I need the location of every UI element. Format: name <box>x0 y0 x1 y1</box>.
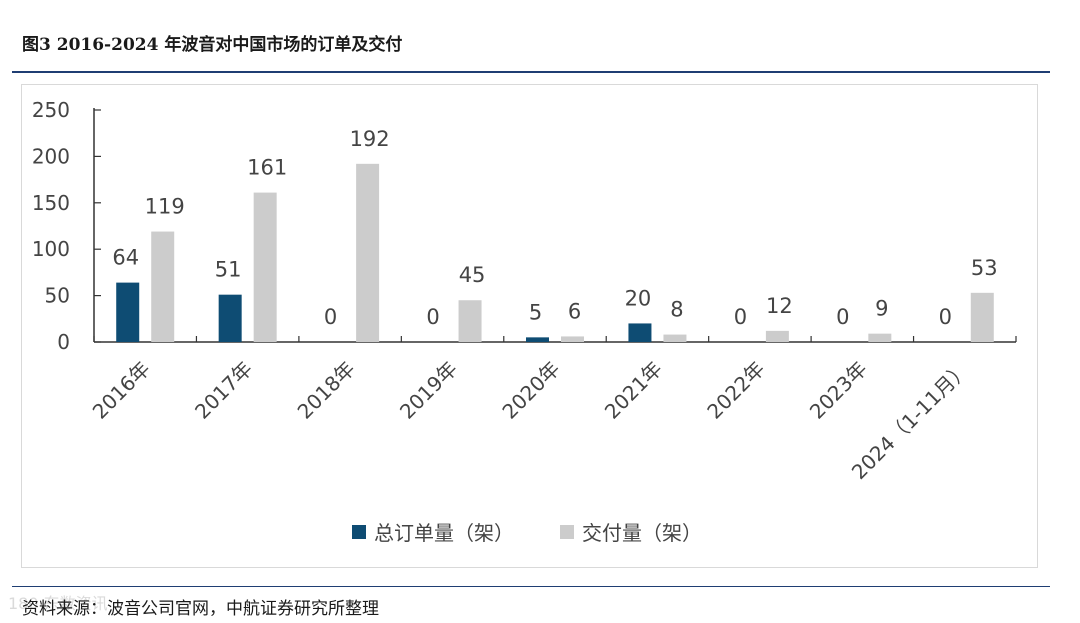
y-tick-label: 150 <box>32 191 70 215</box>
data-label-deliveries: 161 <box>247 156 287 180</box>
data-label-orders: 5 <box>529 300 542 324</box>
data-label-deliveries: 8 <box>670 298 683 322</box>
data-label-orders: 20 <box>625 286 652 310</box>
data-label-deliveries: 53 <box>971 256 998 280</box>
y-tick-label: 0 <box>57 330 70 354</box>
data-label-deliveries: 119 <box>145 195 185 219</box>
bar-orders <box>218 294 242 342</box>
bar-orders <box>116 282 140 342</box>
x-tick-label: 2020年 <box>497 357 564 424</box>
data-label-deliveries: 9 <box>875 297 888 321</box>
bottom-divider <box>12 586 1050 587</box>
source-note: 资料来源：波音公司官网，中航证券研究所整理 <box>22 599 379 619</box>
legend-label: 总订单量（架） <box>374 521 514 545</box>
data-label-orders: 0 <box>324 305 337 329</box>
watermark: 180 东数资讯 <box>8 594 108 613</box>
bar-deliveries <box>356 163 380 342</box>
bar-deliveries <box>253 192 277 342</box>
bar-orders <box>526 337 549 342</box>
bar-deliveries <box>663 334 687 342</box>
data-label-deliveries: 192 <box>350 127 390 151</box>
data-label-deliveries: 12 <box>766 294 793 318</box>
legend-swatch <box>560 525 574 539</box>
x-tick-label: 2023年 <box>805 357 872 424</box>
y-tick-label: 50 <box>45 284 70 308</box>
y-tick-label: 250 <box>32 98 70 122</box>
data-label-orders: 0 <box>426 305 439 329</box>
top-divider <box>12 71 1050 73</box>
bar-deliveries <box>458 300 482 342</box>
data-label-orders: 51 <box>215 258 242 282</box>
legend-swatch <box>352 525 366 539</box>
data-label-deliveries: 6 <box>568 299 581 323</box>
data-label-orders: 0 <box>836 305 849 329</box>
bar-deliveries <box>970 292 994 342</box>
bar-orders <box>628 323 652 342</box>
y-tick-label: 100 <box>32 237 70 261</box>
bar-deliveries <box>868 333 892 342</box>
data-label-orders: 0 <box>734 305 747 329</box>
bar-deliveries <box>151 231 175 342</box>
x-tick-label: 2016年 <box>88 357 155 424</box>
figure-title: 图3 2016-2024 年波音对中国市场的订单及交付 <box>22 35 403 55</box>
data-label-orders: 0 <box>939 305 952 329</box>
legend-label: 交付量（架） <box>582 521 702 545</box>
bar-deliveries <box>765 330 789 342</box>
x-tick-label: 2017年 <box>190 357 257 424</box>
x-tick-label: 2018年 <box>293 357 360 424</box>
chart-frame <box>21 84 1038 568</box>
x-tick-label: 2022年 <box>702 357 769 424</box>
x-tick-label: 2021年 <box>600 357 667 424</box>
bar-deliveries <box>561 336 584 342</box>
x-tick-label: 2019年 <box>395 357 462 424</box>
data-label-deliveries: 45 <box>459 263 486 287</box>
y-tick-label: 200 <box>32 144 70 168</box>
data-label-orders: 64 <box>112 246 139 270</box>
